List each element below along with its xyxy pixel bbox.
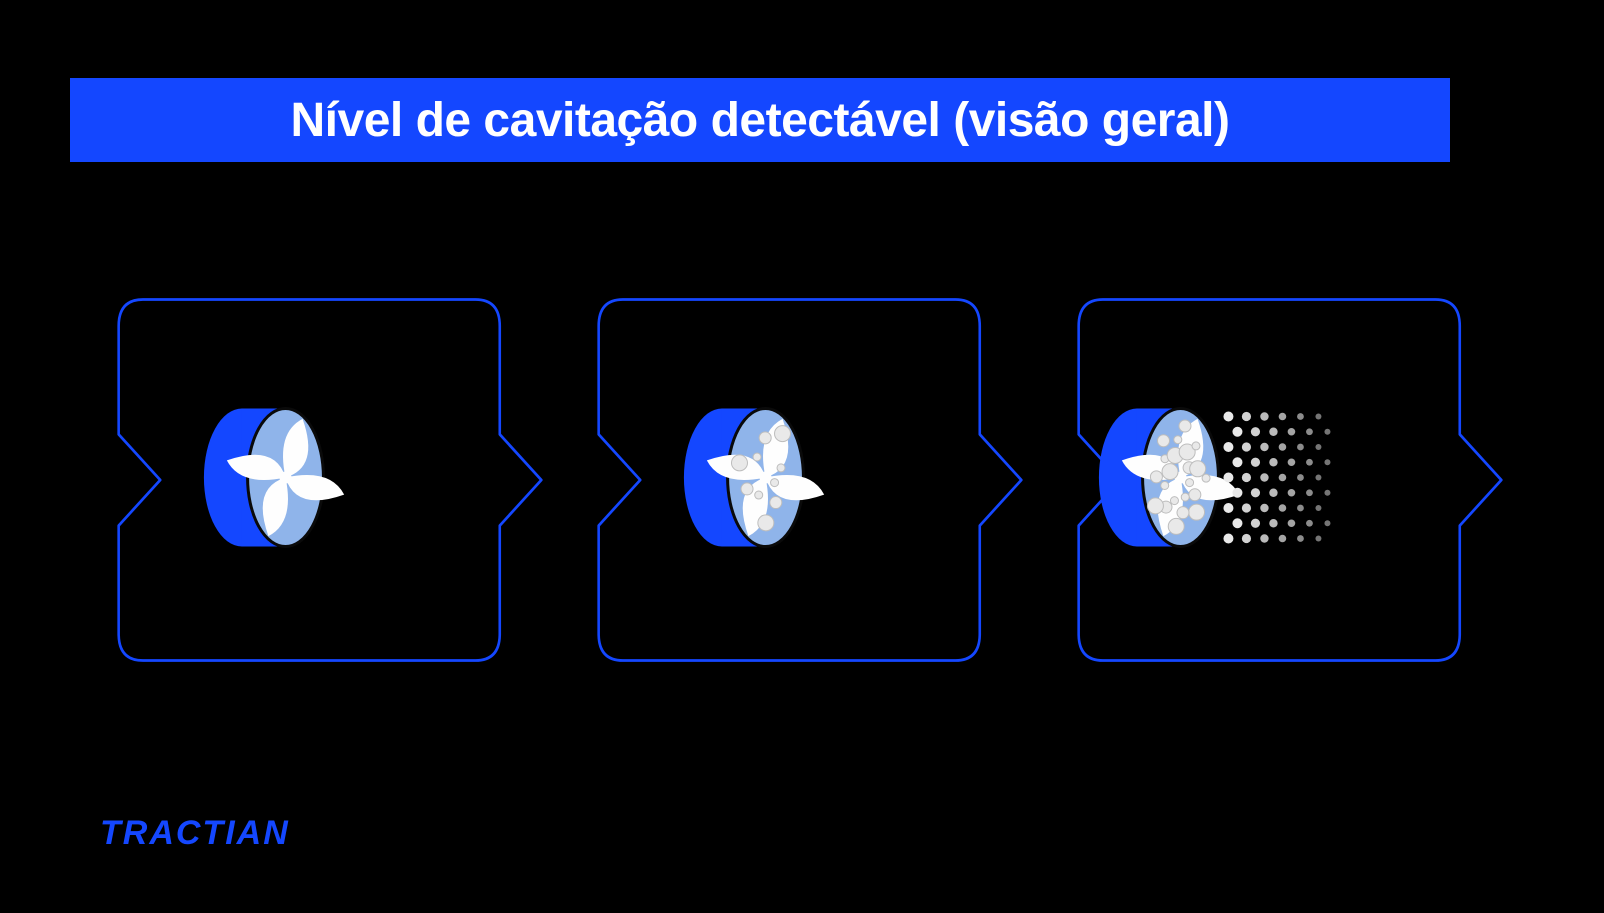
stages-row: [110, 290, 1510, 670]
impeller-wrap: [672, 403, 842, 558]
brand-logo: TRACTIAN: [100, 814, 290, 853]
stage-card-severe: [1070, 290, 1510, 670]
page-title: Nível de cavitação detectável (visão ger…: [291, 93, 1230, 148]
impeller-icon: [192, 403, 362, 553]
stage-card-none: [110, 290, 550, 670]
impeller-wrap: [192, 403, 362, 558]
stage-card-moderate: [590, 290, 1030, 670]
impeller-icon: [672, 403, 842, 553]
impeller-icon: [1087, 403, 1387, 553]
impeller-wrap: [1087, 403, 1387, 558]
title-banner: Nível de cavitação detectável (visão ger…: [70, 78, 1450, 162]
